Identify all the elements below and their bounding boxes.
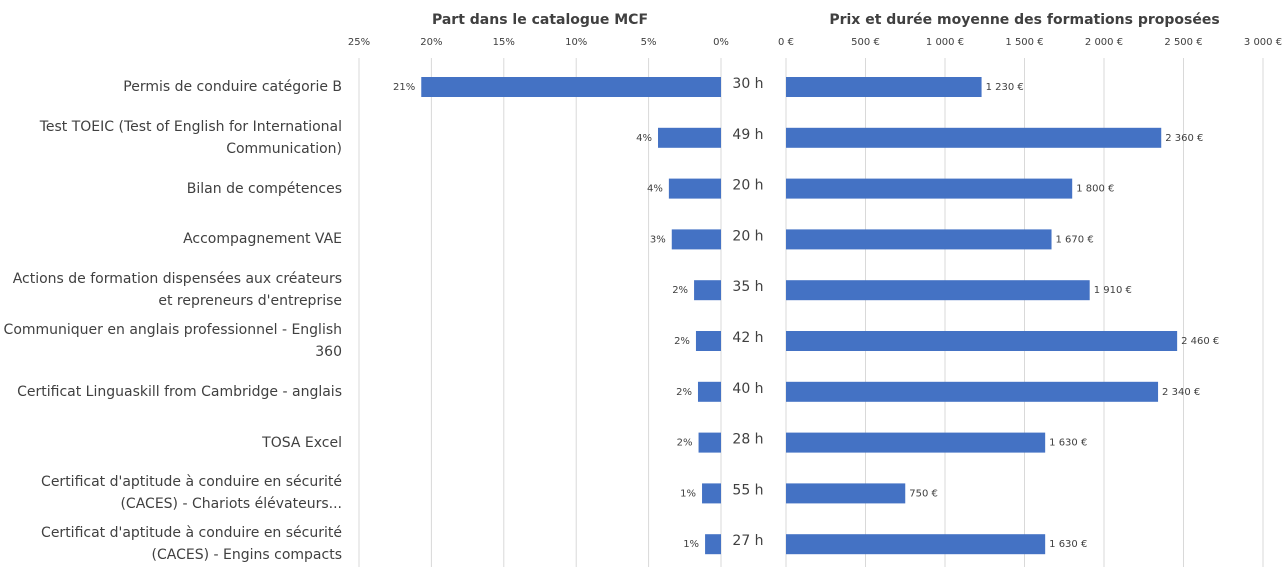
- data-label: 2 460 €: [1181, 336, 1219, 347]
- category-label: Test TOEIC (Test of English for Internat…: [39, 118, 342, 157]
- duration-label: 42 h: [732, 330, 763, 346]
- duration-label: 49 h: [732, 127, 763, 143]
- category-label: Certificat d'aptitude à conduire en sécu…: [41, 474, 342, 513]
- duration-label: 35 h: [732, 279, 763, 295]
- data-label: 1 910 €: [1094, 285, 1132, 296]
- x-tick-label: 2 000 €: [1085, 37, 1123, 48]
- duration-label: 55 h: [732, 482, 763, 498]
- category-label: Certificat d'aptitude à conduire en sécu…: [41, 525, 342, 564]
- data-label: 750 €: [909, 488, 938, 499]
- data-label: 1 230 €: [986, 82, 1024, 93]
- duration-label: 40 h: [732, 381, 763, 397]
- bar: [705, 534, 721, 555]
- bar: [786, 381, 1159, 402]
- x-tick-label: 15%: [493, 37, 515, 48]
- x-tick-label: 0%: [713, 37, 729, 48]
- category-label: Permis de conduire catégorie B: [123, 79, 342, 95]
- x-tick-label: 1 500 €: [1005, 37, 1043, 48]
- x-tick-label: 10%: [565, 37, 587, 48]
- bar: [698, 432, 721, 453]
- data-label: 1%: [680, 488, 696, 499]
- data-label: 1 630 €: [1049, 438, 1087, 449]
- data-label: 2 360 €: [1165, 133, 1203, 144]
- bar: [786, 280, 1090, 301]
- data-label: 1 800 €: [1076, 184, 1114, 195]
- duration-label: 28 h: [732, 432, 763, 448]
- x-tick-label: 1 000 €: [926, 37, 964, 48]
- bar: [697, 381, 721, 402]
- bar: [695, 331, 721, 351]
- bar: [786, 483, 906, 504]
- bar: [786, 432, 1046, 453]
- bar: [786, 331, 1178, 351]
- category-label: Certificat Linguaskill from Cambridge - …: [17, 383, 342, 400]
- data-label: 3%: [650, 234, 666, 245]
- category-label: Communiquer en anglais professionnel - E…: [3, 322, 342, 360]
- x-tick-label: 5%: [641, 37, 657, 48]
- bar: [421, 77, 721, 97]
- duration-label: 20 h: [732, 178, 763, 194]
- data-label: 1 630 €: [1049, 539, 1087, 550]
- x-tick-label: 3 000 €: [1244, 37, 1282, 48]
- bar: [786, 77, 982, 97]
- x-tick-label: 2 500 €: [1164, 37, 1202, 48]
- x-tick-label: 0 €: [778, 37, 794, 48]
- bar: [786, 127, 1162, 148]
- data-label: 2 340 €: [1162, 387, 1200, 398]
- x-tick-label: 25%: [348, 37, 370, 48]
- data-label: 21%: [393, 82, 415, 93]
- data-label: 1%: [683, 539, 699, 550]
- x-tick-label: 20%: [420, 37, 442, 48]
- category-label: TOSA Excel: [262, 434, 342, 451]
- bar: [786, 178, 1073, 199]
- data-label: 2%: [674, 336, 690, 347]
- chart-title: Prix et durée moyenne des formations pro…: [829, 12, 1219, 28]
- duration-label: 30 h: [732, 76, 763, 92]
- x-tick-label: 500 €: [851, 37, 880, 48]
- duration-label: 20 h: [732, 228, 763, 244]
- bar: [786, 229, 1052, 250]
- bar: [671, 229, 721, 250]
- bar: [786, 534, 1046, 555]
- data-label: 2%: [677, 438, 693, 449]
- category-label: Actions de formation dispensées aux créa…: [12, 271, 342, 310]
- data-label: 2%: [676, 387, 692, 398]
- bar: [694, 280, 721, 301]
- bar: [658, 127, 721, 148]
- bar: [668, 178, 721, 199]
- data-label: 4%: [647, 184, 663, 195]
- category-label: Accompagnement VAE: [183, 231, 342, 248]
- category-label: Bilan de compétences: [186, 180, 342, 197]
- duration-label: 27 h: [732, 533, 763, 549]
- data-label: 1 670 €: [1056, 234, 1094, 245]
- data-label: 4%: [636, 133, 652, 144]
- chart-title: Part dans le catalogue MCF: [432, 12, 648, 28]
- data-label: 2%: [672, 285, 688, 296]
- bar: [702, 483, 721, 504]
